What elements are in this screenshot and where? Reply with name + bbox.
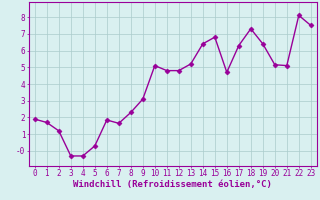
- X-axis label: Windchill (Refroidissement éolien,°C): Windchill (Refroidissement éolien,°C): [73, 180, 272, 189]
